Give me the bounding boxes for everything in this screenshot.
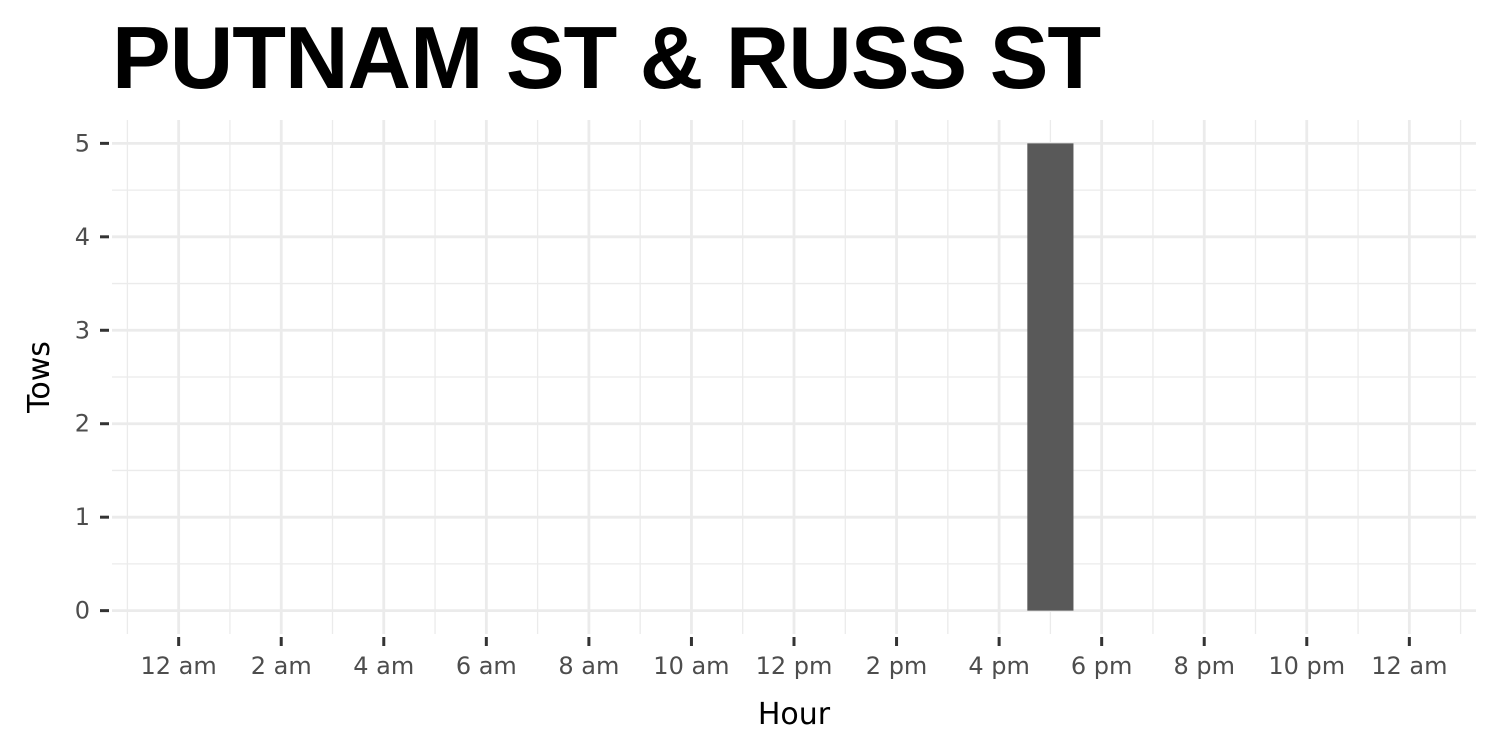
x-tick-label: 12 pm [756,652,833,680]
y-tick-label: 3 [75,316,90,344]
x-tick-label: 12 am [1371,652,1447,680]
y-tick-label: 0 [75,597,90,625]
chart-title: PUTNAM ST & RUSS ST [112,8,1101,107]
y-axis: 0 1 2 3 4 5 [75,129,109,625]
x-tick-label: 10 am [653,652,729,680]
x-tick-label: 4 pm [968,652,1030,680]
y-tick-label: 5 [75,129,90,157]
x-tick-label: 2 pm [866,652,928,680]
x-tick-label: 8 pm [1173,652,1235,680]
x-tick-label: 4 am [353,652,414,680]
x-tick-label: 10 pm [1268,652,1345,680]
y-tick-label: 2 [75,410,90,438]
x-tick-label: 8 am [558,652,619,680]
x-axis: 12 am 2 am 4 am 6 am 8 am 10 am 12 pm 2 pm 4 pm 6… [141,637,1447,680]
bars [1027,143,1074,611]
y-axis-title: Tows [22,341,57,414]
x-axis-title: Hour [758,697,831,732]
y-tick-label: 4 [75,223,90,251]
x-tick-label: 12 am [141,652,217,680]
x-tick-label: 6 pm [1071,652,1133,680]
major-gridlines [112,120,1476,634]
bar [1027,143,1074,611]
x-tick-label: 2 am [251,652,312,680]
y-tick-label: 1 [75,503,90,531]
x-tick-label: 6 am [456,652,517,680]
